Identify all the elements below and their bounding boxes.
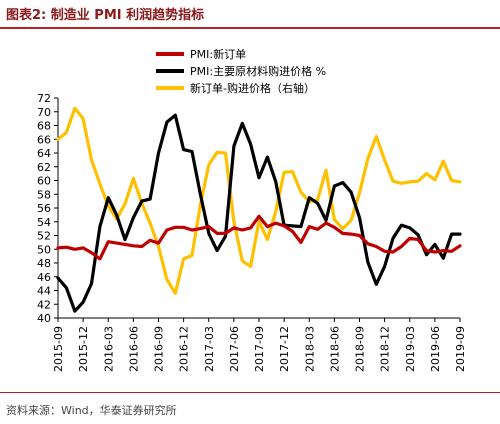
legend-label-0: PMI:新订单: [190, 47, 246, 61]
y-tick-label: 68: [37, 120, 51, 133]
x-tick-label: 2015-09: [52, 326, 65, 372]
chart-frame: [57, 98, 460, 319]
y-tick-label: 70: [37, 106, 51, 119]
source-note: 资料来源：Wind，华泰证券研究所: [6, 404, 177, 417]
y-tick-label: 40: [37, 312, 51, 325]
title-bar: 图表2: 制造业 PMI 利润趋势指标: [0, 0, 500, 29]
x-tick-label: 2018-12: [379, 326, 392, 372]
series-line-2: [56, 106, 462, 295]
chart-title: 图表2: 制造业 PMI 利润趋势指标: [6, 8, 205, 23]
x-tick-label: 2015-12: [77, 326, 90, 372]
y-tick-label: 48: [37, 257, 51, 270]
x-tick-label: 2018-06: [328, 326, 341, 372]
y-tick-label: 56: [37, 202, 51, 215]
y-tick-label: 64: [37, 147, 51, 160]
x-tick-label: 2017-09: [253, 326, 266, 372]
x-tick-label: 2019-09: [454, 326, 467, 372]
x-tick-label: 2017-03: [203, 326, 216, 372]
x-tick-label: 2019-06: [429, 326, 442, 372]
x-tick-label: 2016-06: [127, 326, 140, 372]
x-tick-label: 2016-09: [153, 326, 166, 372]
series-line-0: [56, 214, 462, 261]
y-tick-label: 66: [37, 133, 51, 146]
y-tick-label: 42: [37, 298, 51, 311]
legend-label-2: 新订单-购进价格（右轴）: [190, 81, 315, 95]
legend-label-1: PMI:主要原材料购进价格 %: [190, 64, 326, 78]
title-divider: [0, 27, 500, 29]
x-tick-label: 2018-03: [303, 326, 316, 372]
x-tick-label: 2016-12: [178, 326, 191, 372]
x-tick-label: 2016-03: [102, 326, 115, 372]
y-tick-label: 44: [37, 285, 51, 298]
x-tick-label: 2019-03: [404, 326, 417, 372]
x-tick-label: 2017-12: [278, 326, 291, 372]
chart-area: 40 42 44 46 48 50 52 54 56 58 60 62 64 66 68 70 72 2015-…: [0, 32, 500, 388]
x-tick-label: 2018-09: [354, 326, 367, 372]
y-tick-label: 60: [37, 175, 51, 188]
y-tick-label: 72: [37, 92, 51, 105]
legend: PMI:新订单 PMI:主要原材料购进价格 % 新订单-购进价格（右轴）: [156, 47, 326, 95]
y-tick-label: 50: [37, 243, 51, 256]
y-tick-label: 58: [37, 188, 51, 201]
y-tick-label: 46: [37, 271, 51, 284]
x-tick-label: 2017-06: [228, 326, 241, 372]
y-tick-label: 62: [37, 161, 51, 174]
series-line-1: [56, 113, 462, 313]
x-axis: 2015-09 2015-12 2016-03 2016-06 2016-09 2016-…: [52, 318, 467, 372]
y-tick-label: 52: [37, 230, 51, 243]
footer-divider: [0, 392, 500, 393]
y-tick-label: 54: [37, 216, 51, 229]
series-lines: [56, 106, 462, 313]
